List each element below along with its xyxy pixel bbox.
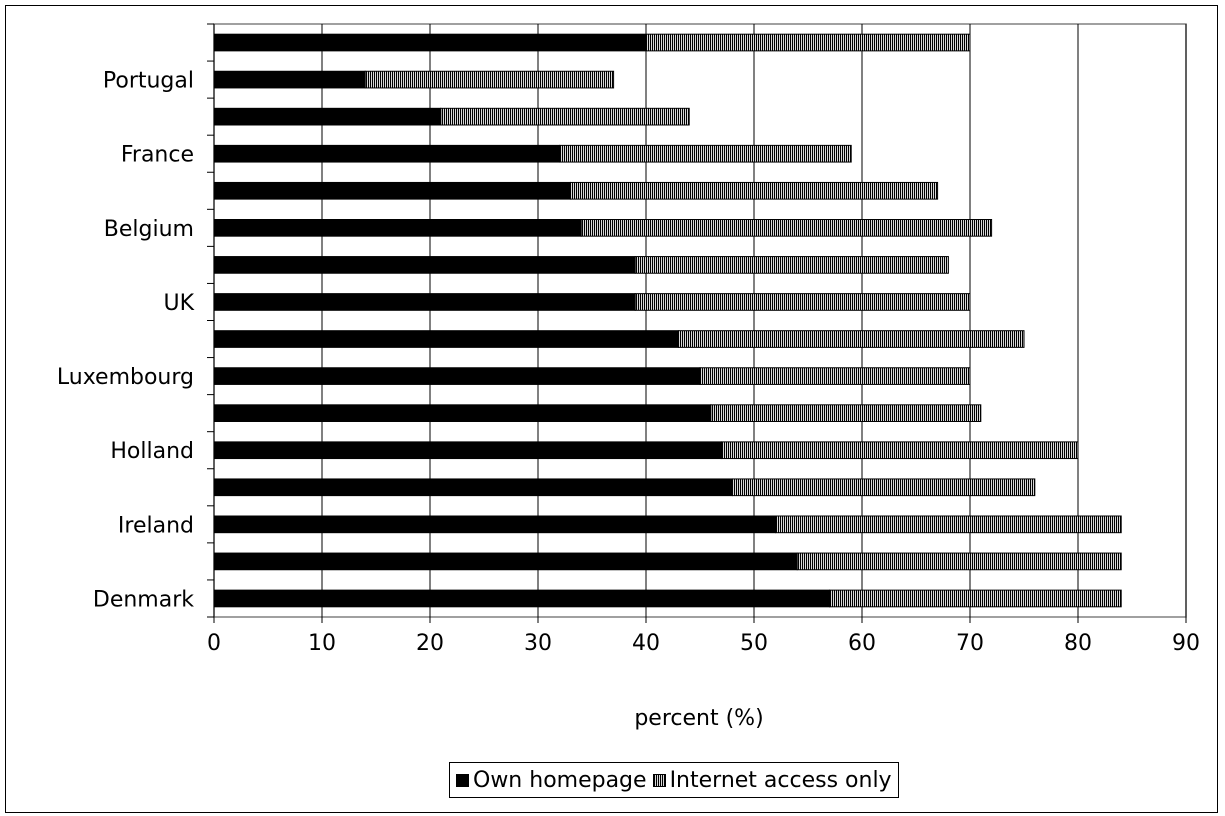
bar-internet-access-only	[440, 107, 690, 126]
bar-own-homepage	[213, 70, 366, 89]
x-tick-label: 20	[416, 631, 444, 656]
x-tick-label: 80	[1064, 631, 1092, 656]
bar-own-homepage	[213, 441, 723, 460]
legend-item-own-homepage: Own homepage	[456, 768, 647, 793]
bar-internet-access-only	[775, 515, 1122, 534]
bar-own-homepage	[213, 552, 798, 571]
x-tick-label: 40	[632, 631, 660, 656]
bar-internet-access-only	[634, 293, 971, 311]
x-tick-label: 50	[740, 631, 768, 656]
bar-own-homepage	[213, 515, 777, 534]
legend-swatch-own-homepage	[456, 773, 469, 787]
x-tick-label: 30	[524, 631, 552, 656]
bar-own-homepage	[213, 181, 571, 200]
bar-internet-access-only	[634, 256, 949, 274]
labels: 0 10 20 30 40 50 60 70 80 90 Denmark Ireland Holland…	[57, 69, 1200, 656]
bar-own-homepage	[213, 107, 442, 126]
x-tick-label: 70	[956, 631, 984, 656]
x-tick-label: 90	[1172, 631, 1200, 656]
bar-internet-access-only	[569, 181, 939, 200]
bar-internet-access-only	[580, 219, 993, 237]
bar-own-homepage	[213, 33, 647, 52]
bar-internet-access-only	[559, 144, 852, 163]
bar-own-homepage	[213, 404, 712, 422]
x-axis-title: percent (%)	[634, 706, 763, 731]
y-category-label: Portugal	[103, 69, 194, 94]
legend: Own homepage Internet access only	[449, 762, 899, 798]
y-category-label: France	[121, 143, 194, 168]
bar-internet-access-only	[731, 478, 1036, 497]
bar-own-homepage	[213, 219, 582, 237]
bar-internet-access-only	[699, 367, 971, 385]
bar-internet-access-only	[645, 33, 971, 52]
bar-internet-access-only	[796, 552, 1122, 571]
bar-internet-access-only	[829, 589, 1122, 608]
bars	[213, 33, 1122, 608]
legend-label-internet-access-only: Internet access only	[669, 767, 892, 793]
bar-own-homepage	[213, 367, 701, 385]
axes	[207, 23, 1187, 623]
bar-internet-access-only	[677, 330, 1025, 348]
bar-own-homepage	[213, 144, 561, 163]
bar-own-homepage	[213, 478, 733, 497]
y-category-label: Ireland	[118, 513, 194, 538]
bar-internet-access-only	[721, 441, 1079, 460]
y-category-label: UK	[163, 291, 194, 316]
bar-own-homepage	[213, 589, 831, 608]
legend-swatch-internet-access-only	[652, 773, 666, 787]
x-tick-label: 0	[207, 631, 221, 656]
x-tick-label: 60	[848, 631, 876, 656]
legend-item-internet-access-only: Internet access only	[652, 767, 892, 793]
bar-own-homepage	[213, 293, 636, 311]
y-category-label: Denmark	[93, 587, 194, 612]
bar-internet-access-only	[364, 70, 615, 89]
y-category-label: Luxembourg	[57, 365, 194, 390]
bar-own-homepage	[213, 330, 679, 348]
y-category-label: Belgium	[104, 217, 194, 242]
x-tick-label: 10	[308, 631, 336, 656]
y-category-label: Holland	[110, 439, 194, 464]
bar-own-homepage	[213, 256, 636, 274]
legend-label-own-homepage: Own homepage	[473, 767, 647, 793]
bar-internet-access-only	[710, 404, 982, 422]
